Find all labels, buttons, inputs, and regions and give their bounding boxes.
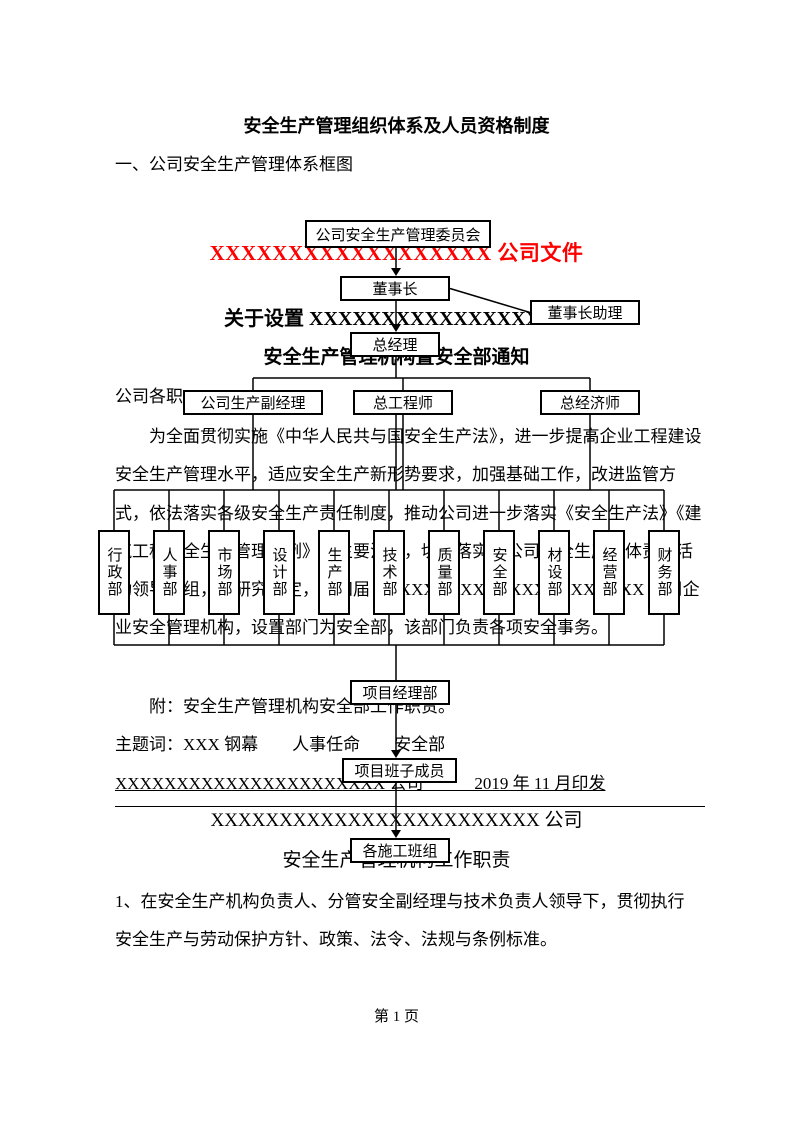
org-dept-3: 设计部: [263, 530, 295, 615]
org-chairman-assistant: 董事长助理: [530, 300, 640, 325]
org-dept-9: 经营部: [593, 530, 625, 615]
org-chief-economist: 总经济师: [540, 390, 640, 415]
org-dept-1: 人事部: [153, 530, 185, 615]
org-dept-6: 质量部: [428, 530, 460, 615]
org-vp-production: 公司生产副经理: [183, 390, 323, 415]
org-general-manager: 总经理: [350, 332, 440, 357]
org-project-team: 项目班子成员: [342, 758, 457, 783]
org-dept-7: 安全部: [483, 530, 515, 615]
org-dept-2: 市场部: [208, 530, 240, 615]
org-chairman: 董事长: [340, 276, 450, 301]
org-project-dept: 项目经理部: [350, 680, 450, 705]
org-dept-4: 生产部: [318, 530, 350, 615]
org-chief-engineer: 总工程师: [353, 390, 453, 415]
org-dept-8: 材设部: [538, 530, 570, 615]
org-dept-5: 技术部: [373, 530, 405, 615]
org-dept-10: 财务部: [648, 530, 680, 615]
org-committee: 公司安全生产管理委员会: [305, 220, 491, 248]
org-dept-0: 行政部: [98, 530, 130, 615]
org-construction-teams: 各施工班组: [350, 838, 450, 863]
